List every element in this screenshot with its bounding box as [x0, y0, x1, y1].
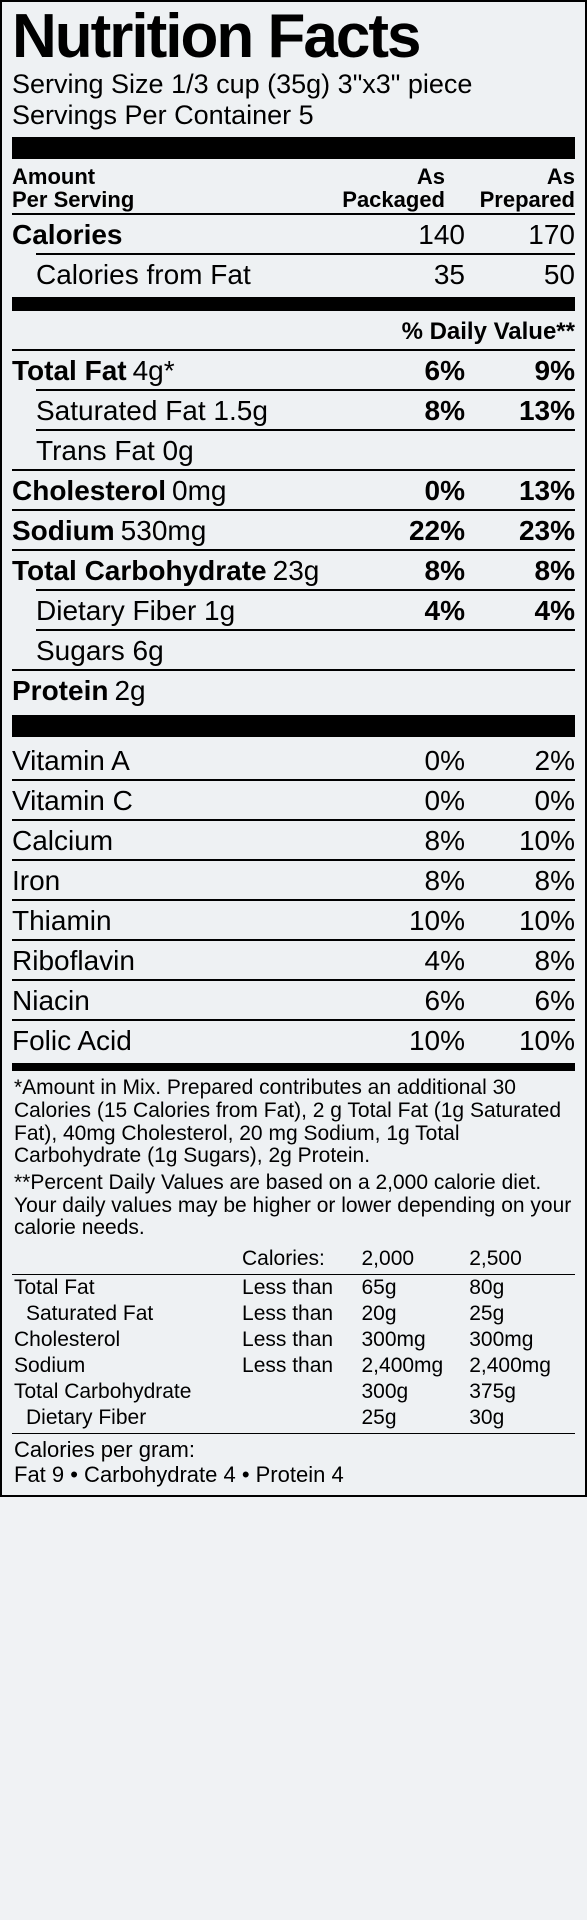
- vitamins-section: Vitamin A0%2%Vitamin C0%0%Calcium8%10%Ir…: [12, 741, 575, 1059]
- row-vitamin: Folic Acid10%10%: [12, 1019, 575, 1059]
- divider-med: [12, 297, 575, 311]
- footnote-double-asterisk: **Percent Daily Values are based on a 2,…: [12, 1170, 575, 1242]
- row-trans-fat: Trans Fat 0g: [12, 431, 575, 469]
- row-total-carbohydrate: Total Carbohydrate23g 8% 8%: [12, 549, 575, 589]
- row-vitamin: Calcium8%10%: [12, 819, 575, 859]
- reference-row: Saturated FatLess than20g25g: [12, 1301, 575, 1327]
- reference-intake-table: Calories: 2,000 2,500 Total FatLess than…: [12, 1246, 575, 1434]
- reference-row: Total FatLess than65g80g: [12, 1274, 575, 1301]
- reference-row: CholesterolLess than300mg300mg: [12, 1327, 575, 1353]
- column-headers: AmountPer Serving As Packaged As Prepare…: [12, 163, 575, 213]
- row-dietary-fiber: Dietary Fiber 1g 4% 4%: [12, 591, 575, 629]
- row-total-fat: Total Fat4g* 6% 9%: [12, 349, 575, 389]
- row-sugars: Sugars 6g: [12, 631, 575, 669]
- amount-per-serving-label: AmountPer Serving: [12, 165, 315, 211]
- row-vitamin: Niacin6%6%: [12, 979, 575, 1019]
- nutrition-facts-label: Nutrition Facts Serving Size 1/3 cup (35…: [0, 0, 587, 1497]
- footnote-asterisk: *Amount in Mix. Prepared contributes an …: [12, 1075, 575, 1170]
- row-vitamin: Vitamin C0%0%: [12, 779, 575, 819]
- daily-value-header: % Daily Value**: [12, 315, 575, 349]
- reference-row: Total Carbohydrate300g375g: [12, 1379, 575, 1405]
- row-vitamin: Iron8%8%: [12, 859, 575, 899]
- divider-thick: [12, 715, 575, 737]
- servings-per-container: Servings Per Container 5: [12, 100, 575, 131]
- row-cholesterol: Cholesterol0mg 0% 13%: [12, 469, 575, 509]
- row-calories-from-fat: Calories from Fat 35 50: [12, 255, 575, 293]
- row-saturated-fat: Saturated Fat 1.5g 8% 13%: [12, 391, 575, 429]
- title: Nutrition Facts: [12, 8, 575, 67]
- serving-size: Serving Size 1/3 cup (35g) 3"x3" piece: [12, 69, 575, 100]
- row-calories: Calories 140 170: [12, 213, 575, 253]
- row-vitamin: Riboflavin4%8%: [12, 939, 575, 979]
- row-protein: Protein2g: [12, 669, 575, 709]
- reference-row: Dietary Fiber25g30g: [12, 1405, 575, 1434]
- row-sodium: Sodium530mg 22% 23%: [12, 509, 575, 549]
- row-vitamin: Vitamin A0%2%: [12, 741, 575, 779]
- calories-per-gram: Calories per gram: Fat 9 • Carbohydrate …: [12, 1434, 575, 1488]
- reference-row: SodiumLess than2,400mg2,400mg: [12, 1353, 575, 1379]
- row-vitamin: Thiamin10%10%: [12, 899, 575, 939]
- divider-thin: [12, 1063, 575, 1071]
- divider-thick: [12, 137, 575, 159]
